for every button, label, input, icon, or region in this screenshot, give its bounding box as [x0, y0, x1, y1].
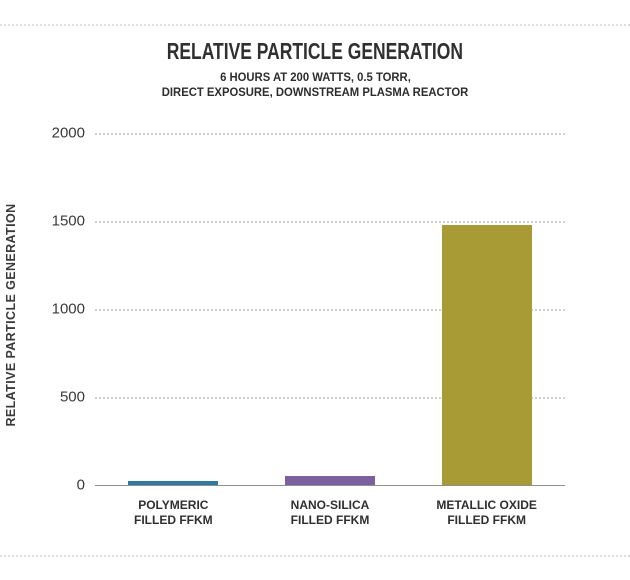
y-tick-label-0: 0	[76, 476, 85, 494]
y-tick-label-500: 500	[59, 388, 85, 406]
gridline-1000	[95, 309, 565, 311]
gridline-2000	[95, 133, 565, 135]
bottom-divider	[0, 555, 630, 557]
x-category-label-3: METALLIC OXIDE FILLED FFKM	[436, 498, 537, 527]
chart-subtitle-line-1: 6 HOURS AT 200 WATTS, 0.5 TORR,	[219, 70, 411, 84]
x-category-label-2: NANO-SILICA FILLED FFKM	[290, 498, 370, 527]
gridline-500	[95, 397, 565, 399]
y-tick-label-1500: 1500	[51, 212, 85, 230]
chart-subtitle: 6 HOURS AT 200 WATTS, 0.5 TORR, DIRECT E…	[0, 70, 630, 100]
bar-polymeric	[128, 480, 219, 485]
bar-nano-silica	[285, 476, 375, 485]
y-tick-label-1000: 1000	[51, 300, 85, 318]
y-tick-label-2000: 2000	[51, 124, 85, 142]
plot-area	[95, 133, 565, 486]
gridline-1500	[95, 221, 565, 223]
top-divider	[0, 24, 630, 26]
chart-title-text: RELATIVE PARTICLE GENERATION	[166, 38, 464, 64]
bar-metallic-oxide	[441, 224, 532, 485]
x-category-label-1: POLYMERIC FILLED FFKM	[134, 498, 213, 527]
chart-subtitle-line-2: DIRECT EXPOSURE, DOWNSTREAM PLASMA REACT…	[161, 85, 469, 99]
x-axis-line	[95, 485, 565, 486]
chart-title: RELATIVE PARTICLE GENERATION	[0, 38, 630, 65]
